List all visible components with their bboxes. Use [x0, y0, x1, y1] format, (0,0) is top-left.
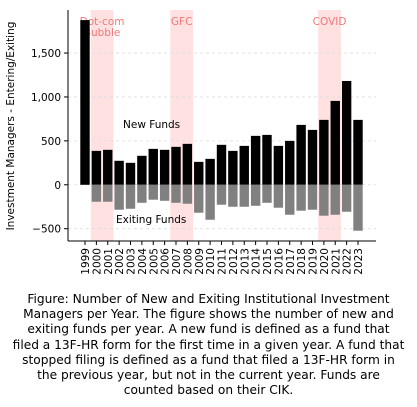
x-tick-label: 2018 [296, 248, 308, 275]
x-tick-label: 2015 [262, 248, 274, 275]
bar [228, 184, 238, 207]
x-tick-label: 2012 [228, 248, 240, 275]
x-tick-label: 2020 [319, 248, 331, 275]
bar [307, 184, 318, 210]
bar [353, 184, 363, 231]
bar [91, 150, 102, 185]
x-tick-label: 2004 [137, 248, 149, 275]
span-label: Dot-com [80, 16, 125, 28]
caption: Figure: Number of New and Exiting Instit… [12, 292, 405, 398]
span-label: GFC [171, 16, 193, 28]
bar [137, 155, 147, 185]
bar [262, 134, 272, 185]
span-label: Bubble [84, 27, 121, 39]
x-tick-label: 2013 [239, 248, 251, 275]
x-tick-label: 2005 [148, 248, 160, 275]
bar [353, 119, 363, 185]
bar [205, 184, 215, 220]
y-tick-label: 1,500 [31, 48, 61, 60]
bar [137, 184, 147, 203]
bar [171, 146, 181, 185]
chart: Investment Managers - Entering/Exiting D… [5, 10, 376, 275]
bar [285, 140, 295, 185]
bar [319, 119, 329, 185]
bar [114, 184, 124, 210]
bar [80, 20, 90, 185]
bar [285, 184, 295, 215]
bar [216, 144, 227, 185]
bar [159, 149, 170, 185]
bar [296, 124, 306, 185]
bar [103, 149, 113, 185]
x-tick-label: 2011 [217, 248, 229, 275]
x-tick-label: 2022 [342, 248, 354, 275]
bar [262, 184, 272, 203]
y-tick-label: −500 [32, 224, 61, 236]
bar [91, 184, 102, 202]
bar [273, 184, 284, 208]
bar [273, 145, 284, 185]
x-tick-label: 2001 [103, 248, 115, 275]
x-tick-label: 2007 [171, 248, 183, 275]
annotation: Exiting Funds [116, 214, 186, 226]
x-tick-label: 2023 [353, 248, 365, 275]
y-tick-label: 1,000 [31, 92, 61, 104]
bar [228, 150, 238, 185]
x-tick-label: 2017 [285, 248, 297, 275]
bar [250, 135, 261, 185]
x-tick-label: 2021 [330, 248, 342, 275]
bar [330, 184, 340, 215]
bar [341, 184, 352, 212]
x-tick-label: 2000 [91, 248, 103, 275]
bar [205, 158, 215, 185]
bar [216, 184, 227, 205]
span-label: COVID [313, 16, 347, 28]
highlight-span [90, 10, 114, 241]
bar [250, 184, 261, 206]
bar [182, 143, 193, 185]
x-tick-label: 2002 [114, 248, 126, 275]
bar [194, 184, 204, 213]
bar [125, 184, 136, 209]
x-tick-label: 1999 [80, 248, 92, 275]
x-tick-label: 2016 [273, 248, 285, 275]
bar [239, 145, 249, 185]
bar [103, 184, 113, 202]
bar [307, 129, 318, 185]
bar [296, 184, 306, 211]
bar [182, 184, 193, 204]
y-tick-label: 500 [41, 136, 61, 148]
bar [159, 184, 170, 201]
x-tick-label: 2014 [251, 248, 263, 275]
bar [148, 148, 158, 185]
x-tick-label: 2008 [182, 248, 194, 275]
x-tick-label: 2006 [160, 248, 172, 275]
x-tick-label: 2019 [308, 248, 320, 275]
bar [125, 162, 136, 185]
bar [148, 184, 158, 200]
y-axis-label: Investment Managers - Entering/Exiting [5, 22, 17, 231]
y-tick-label: 0 [54, 180, 61, 192]
bar [341, 80, 352, 185]
x-tick-label: 2009 [194, 248, 206, 275]
bar [319, 184, 329, 216]
bar [114, 160, 124, 185]
x-tick-label: 2010 [205, 248, 217, 275]
bar [239, 184, 249, 207]
x-tick-label: 2003 [126, 248, 138, 275]
bar [194, 161, 204, 185]
bar [171, 184, 181, 203]
bar [330, 100, 340, 185]
annotation: New Funds [123, 119, 180, 131]
